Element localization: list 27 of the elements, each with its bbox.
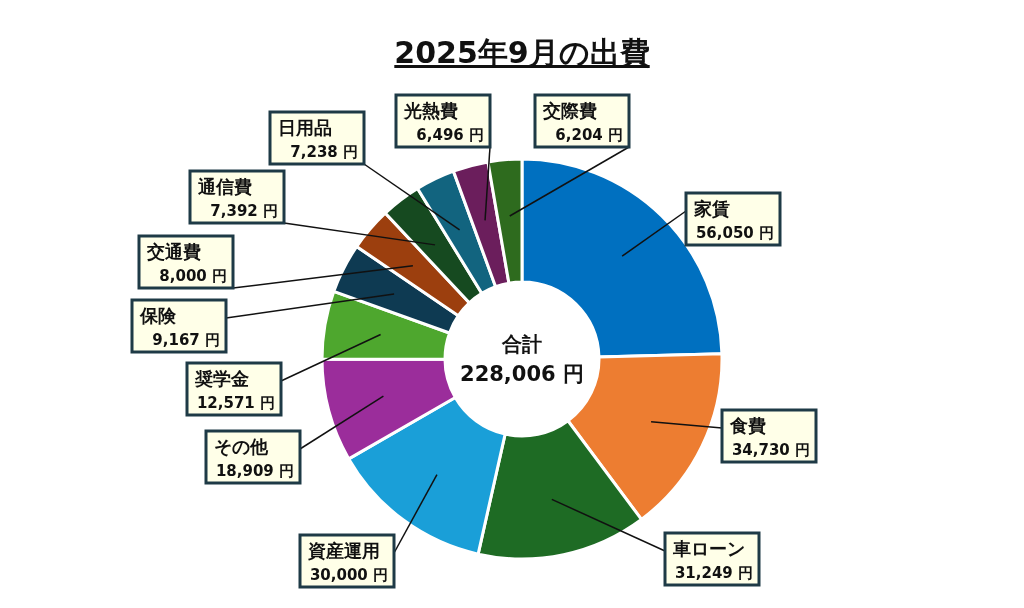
data-label: 8,000 円 (159, 267, 227, 285)
text: 228,006 円 (460, 362, 584, 386)
data-label: 6,496 円 (416, 126, 484, 144)
slice-label: 交通費 (146, 241, 201, 262)
data-label: 12,571 円 (196, 394, 275, 412)
slice-label: 食費 (729, 415, 766, 436)
slice-label: 日用品 (278, 117, 332, 138)
data-label: 30,000 円 (309, 566, 388, 584)
slice-label: 交際費 (542, 100, 597, 121)
chart-title: 2025年9月の出費 (394, 35, 650, 70)
slice-label: 光熱費 (403, 100, 458, 121)
data-label: 7,392 円 (210, 202, 278, 220)
data-label: 9,167 円 (152, 331, 220, 349)
data-label: 6,204 円 (555, 126, 623, 144)
data-label: 18,909 円 (215, 462, 294, 480)
data-label: 7,238 円 (290, 143, 358, 161)
slice-label: その他 (214, 436, 269, 457)
data-label: 56,050 円 (695, 224, 774, 242)
data-label: 34,730 円 (731, 441, 810, 459)
data-label: 31,249 円 (674, 564, 753, 582)
slice-label: 奨学金 (194, 368, 249, 389)
slice-label: 資産運用 (307, 540, 380, 561)
slice-label: 保険 (139, 305, 177, 326)
slice-label: 通信費 (197, 176, 252, 197)
slice-label: 車ローン (672, 538, 745, 559)
slice-label: 家賃 (693, 198, 730, 219)
text: 合計 (501, 332, 542, 356)
